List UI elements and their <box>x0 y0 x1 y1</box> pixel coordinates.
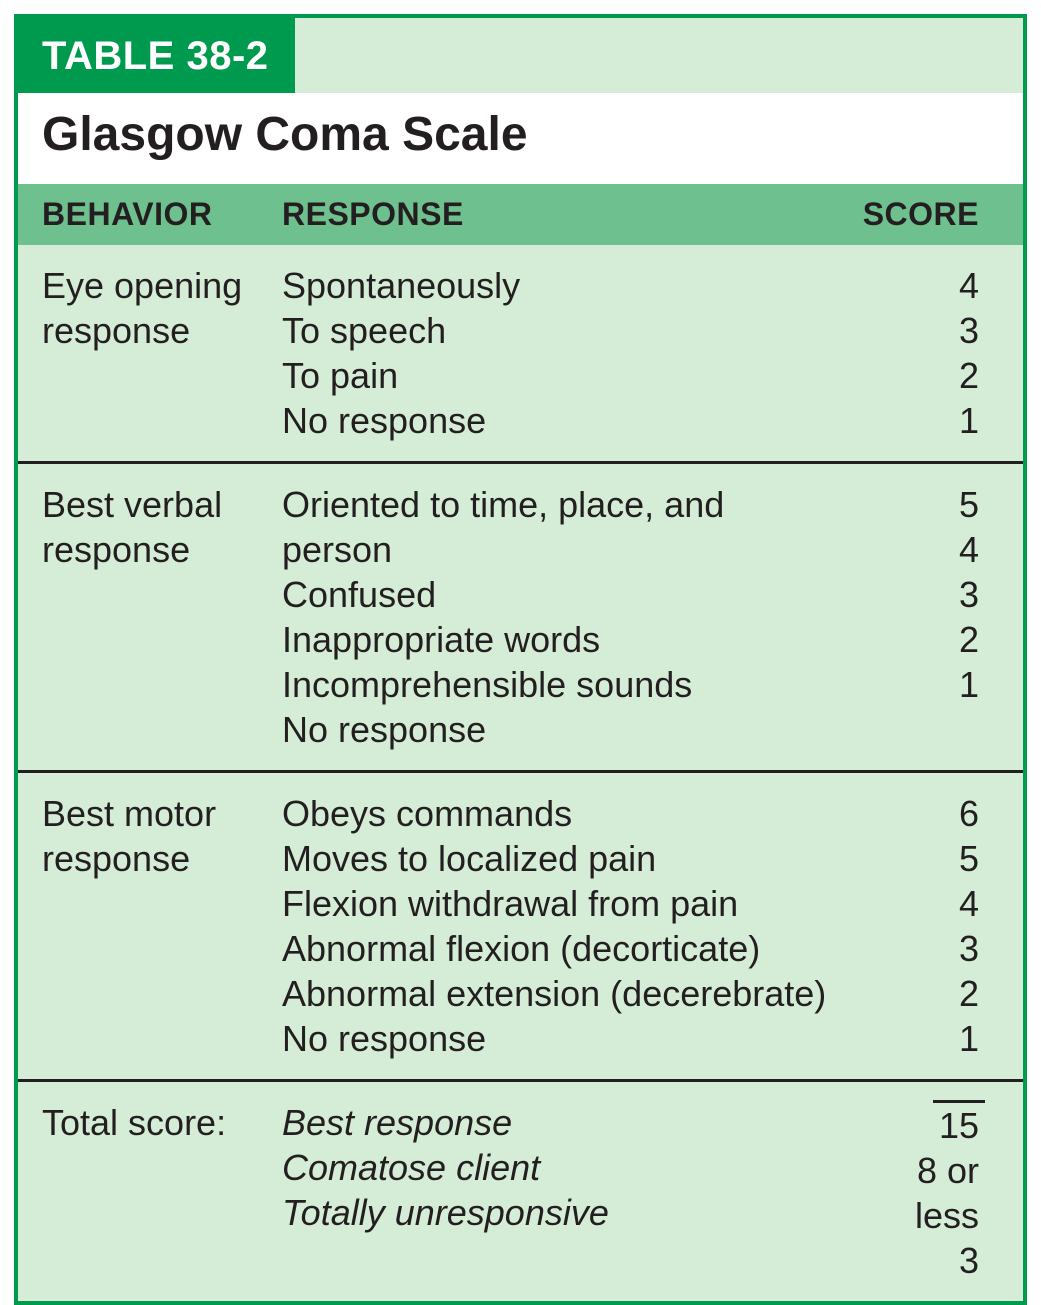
section-total: Total score: Best response Comatose clie… <box>18 1079 1023 1301</box>
response-line: Moves to localized pain <box>282 836 833 881</box>
behavior-cell: Best verbal response <box>18 478 278 756</box>
score-line: 6 <box>853 791 979 836</box>
total-label-cell: Total score: <box>18 1096 278 1287</box>
behavior-line: Best verbal <box>42 482 268 527</box>
total-score-line: 3 <box>853 1238 979 1283</box>
total-best-score: 15 <box>933 1100 985 1148</box>
response-cell: Spontaneously To speech To pain No respo… <box>278 259 843 447</box>
score-line: 3 <box>853 572 979 617</box>
score-line: 4 <box>853 263 979 308</box>
score-cell: 4 3 2 1 <box>843 259 1023 447</box>
behavior-line: response <box>42 308 268 353</box>
score-line: 4 <box>853 527 979 572</box>
score-line: 2 <box>853 617 979 662</box>
gcs-table: TABLE 38-2 Glasgow Coma Scale BEHAVIOR R… <box>14 14 1027 1305</box>
response-line: Oriented to time, place, and person <box>282 482 833 572</box>
total-score-line: 15 <box>853 1100 979 1148</box>
score-line: 4 <box>853 881 979 926</box>
section-eye-opening: Eye opening response Spontaneously To sp… <box>18 245 1023 461</box>
score-line: 2 <box>853 971 979 1016</box>
total-response-line: Best response <box>282 1100 833 1145</box>
section-verbal: Best verbal response Oriented to time, p… <box>18 461 1023 770</box>
score-line: 3 <box>853 308 979 353</box>
table-header-row: BEHAVIOR RESPONSE SCORE <box>18 184 1023 245</box>
behavior-cell: Eye opening response <box>18 259 278 447</box>
section-motor: Best motor response Obeys commands Moves… <box>18 770 1023 1079</box>
response-line: Inappropriate words <box>282 617 833 662</box>
total-response-cell: Best response Comatose client Totally un… <box>278 1096 843 1287</box>
header-behavior: BEHAVIOR <box>18 184 278 245</box>
score-line: 1 <box>853 1016 979 1061</box>
score-line: 1 <box>853 398 979 443</box>
response-line: Spontaneously <box>282 263 833 308</box>
total-label: Total score: <box>42 1100 268 1145</box>
total-score-cell: 15 8 or less 3 <box>843 1096 1023 1287</box>
behavior-line: response <box>42 527 268 572</box>
score-cell: 5 4 3 2 1 <box>843 478 1023 756</box>
response-line: Flexion withdrawal from pain <box>282 881 833 926</box>
response-line: No response <box>282 398 833 443</box>
table-number-tab: TABLE 38-2 <box>18 18 295 93</box>
header-score: SCORE <box>843 184 1023 245</box>
header-response: RESPONSE <box>278 184 843 245</box>
score-line: 3 <box>853 926 979 971</box>
response-line: Abnormal flexion (decorticate) <box>282 926 833 971</box>
response-line: No response <box>282 1016 833 1061</box>
score-line: 2 <box>853 353 979 398</box>
response-line: To pain <box>282 353 833 398</box>
score-cell: 6 5 4 3 2 1 <box>843 787 1023 1065</box>
response-line: Obeys commands <box>282 791 833 836</box>
total-score-line: 8 or less <box>853 1148 979 1238</box>
score-line: 1 <box>853 662 979 707</box>
score-line: 5 <box>853 482 979 527</box>
behavior-cell: Best motor response <box>18 787 278 1065</box>
behavior-line: response <box>42 836 268 881</box>
behavior-line: Eye opening <box>42 263 268 308</box>
response-cell: Oriented to time, place, and person Conf… <box>278 478 843 756</box>
table-title: Glasgow Coma Scale <box>18 93 1023 184</box>
total-response-line: Comatose client <box>282 1145 833 1190</box>
behavior-line: Best motor <box>42 791 268 836</box>
response-line: No response <box>282 707 833 752</box>
response-cell: Obeys commands Moves to localized pain F… <box>278 787 843 1065</box>
response-line: Abnormal extension (decerebrate) <box>282 971 833 1016</box>
total-response-line: Totally unresponsive <box>282 1190 833 1235</box>
response-line: Incomprehensible sounds <box>282 662 833 707</box>
response-line: To speech <box>282 308 833 353</box>
response-line: Confused <box>282 572 833 617</box>
table-tab-row: TABLE 38-2 <box>18 18 1023 93</box>
score-line: 5 <box>853 836 979 881</box>
